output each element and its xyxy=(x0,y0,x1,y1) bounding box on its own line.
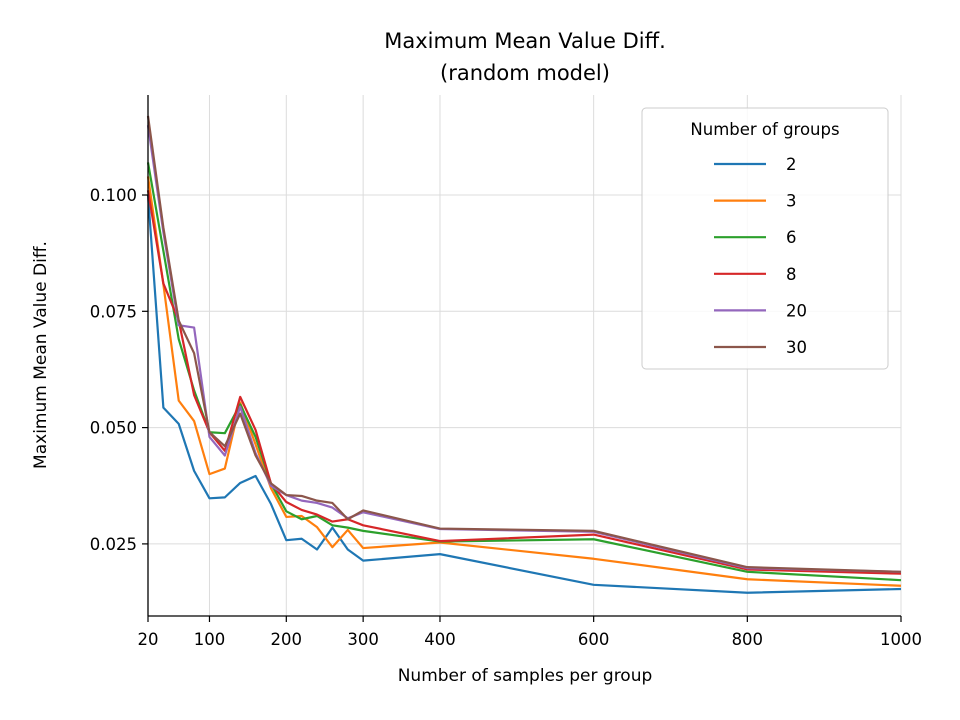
axes xyxy=(142,95,902,622)
legend-label-8: 8 xyxy=(786,265,797,284)
chart-title-line-1: Maximum Mean Value Diff. xyxy=(384,29,666,53)
x-tick-label: 20 xyxy=(138,630,159,649)
x-tick-label: 600 xyxy=(578,630,610,649)
series-line-2 xyxy=(146,194,902,594)
series-line-8 xyxy=(146,190,902,575)
x-tick-label: 800 xyxy=(732,630,764,649)
grid xyxy=(147,95,902,616)
legend: Number of groups 2 3 6 8 20 30 xyxy=(641,107,889,370)
legend-frame xyxy=(641,107,889,370)
x-tick-label: 1000 xyxy=(880,630,922,649)
y-tick-label: 0.100 xyxy=(90,186,137,205)
x-tick-label: 200 xyxy=(271,630,303,649)
y-axis-label: Maximum Mean Value Diff. xyxy=(31,241,51,469)
x-tick-label: 100 xyxy=(194,630,226,649)
legend-label-20: 20 xyxy=(786,301,807,320)
legend-label-3: 3 xyxy=(786,192,797,211)
legend-label-2: 2 xyxy=(786,155,797,174)
chart-title-line-2: (random model) xyxy=(440,61,610,85)
x-axis-label: Number of samples per group xyxy=(398,666,653,686)
legend-label-6: 6 xyxy=(786,228,797,247)
series-lines xyxy=(146,115,902,594)
legend-label-30: 30 xyxy=(786,338,807,357)
y-tick-label: 0.050 xyxy=(90,419,137,438)
y-tick-label: 0.025 xyxy=(90,535,137,554)
tick-labels: 20 100 200 300 400 600 800 1000 0.025 0.050 0.075 0… xyxy=(90,186,922,649)
legend-title: Number of groups xyxy=(690,120,839,139)
x-tick-label: 400 xyxy=(424,630,456,649)
y-tick-label: 0.075 xyxy=(90,302,137,321)
x-tick-label: 300 xyxy=(347,630,379,649)
series-line-30 xyxy=(146,115,902,573)
